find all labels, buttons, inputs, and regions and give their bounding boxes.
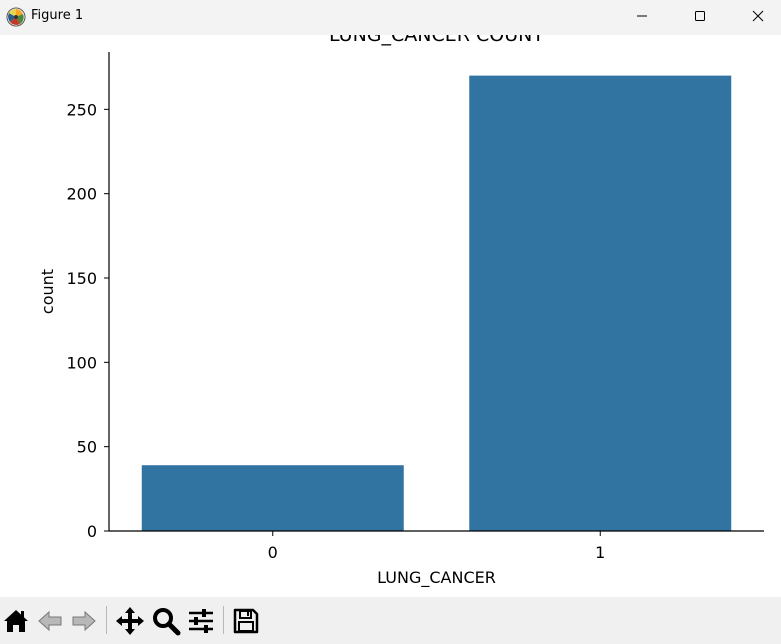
save-icon bbox=[233, 608, 259, 634]
maximize-button[interactable] bbox=[671, 0, 729, 32]
matplotlib-logo-icon bbox=[6, 7, 26, 27]
y-tick-label: 250 bbox=[66, 100, 97, 119]
bar-chart: LUNG_CANCER COUNT LUNG_CANCER count 0 1 0 5… bbox=[38, 35, 764, 588]
x-tick-label: 0 bbox=[268, 543, 278, 562]
y-tick-label: 0 bbox=[87, 522, 97, 541]
y-tick-label: 50 bbox=[77, 438, 97, 457]
close-icon bbox=[752, 10, 764, 22]
back-button[interactable] bbox=[34, 605, 66, 637]
configure-subplots-icon bbox=[189, 609, 213, 633]
minimize-button[interactable] bbox=[613, 0, 671, 32]
y-tick-label: 150 bbox=[66, 269, 97, 288]
toolbar-separator bbox=[223, 606, 224, 634]
save-button[interactable] bbox=[230, 605, 262, 637]
navigation-toolbar bbox=[0, 597, 781, 644]
bar-0 bbox=[141, 465, 404, 531]
home-button[interactable] bbox=[0, 605, 32, 637]
y-tick-label: 200 bbox=[66, 185, 97, 204]
zoom-icon bbox=[153, 608, 181, 636]
back-arrow-icon bbox=[38, 610, 62, 632]
bar-1 bbox=[469, 75, 732, 531]
plot-canvas[interactable]: LUNG_CANCER COUNT LUNG_CANCER count 0 1 0 5… bbox=[0, 35, 781, 597]
pan-icon bbox=[116, 607, 144, 635]
configure-subplots-button[interactable] bbox=[185, 605, 217, 637]
home-icon bbox=[4, 610, 28, 632]
pan-button[interactable] bbox=[114, 605, 146, 637]
toolbar-separator bbox=[106, 606, 107, 634]
minimize-icon bbox=[637, 15, 647, 17]
zoom-button[interactable] bbox=[150, 605, 182, 637]
window-title: Figure 1 bbox=[31, 8, 84, 23]
y-tick-label: 100 bbox=[66, 353, 97, 372]
x-tick-label: 1 bbox=[595, 543, 605, 562]
forward-arrow-icon bbox=[72, 610, 96, 632]
forward-button[interactable] bbox=[68, 605, 100, 637]
x-axis-label: LUNG_CANCER bbox=[377, 568, 496, 588]
title-bar[interactable]: Figure 1 bbox=[0, 0, 781, 35]
chart-title: LUNG_CANCER COUNT bbox=[329, 35, 544, 46]
maximize-icon bbox=[695, 11, 705, 21]
y-axis-label: count bbox=[38, 269, 57, 314]
close-button[interactable] bbox=[729, 0, 781, 32]
